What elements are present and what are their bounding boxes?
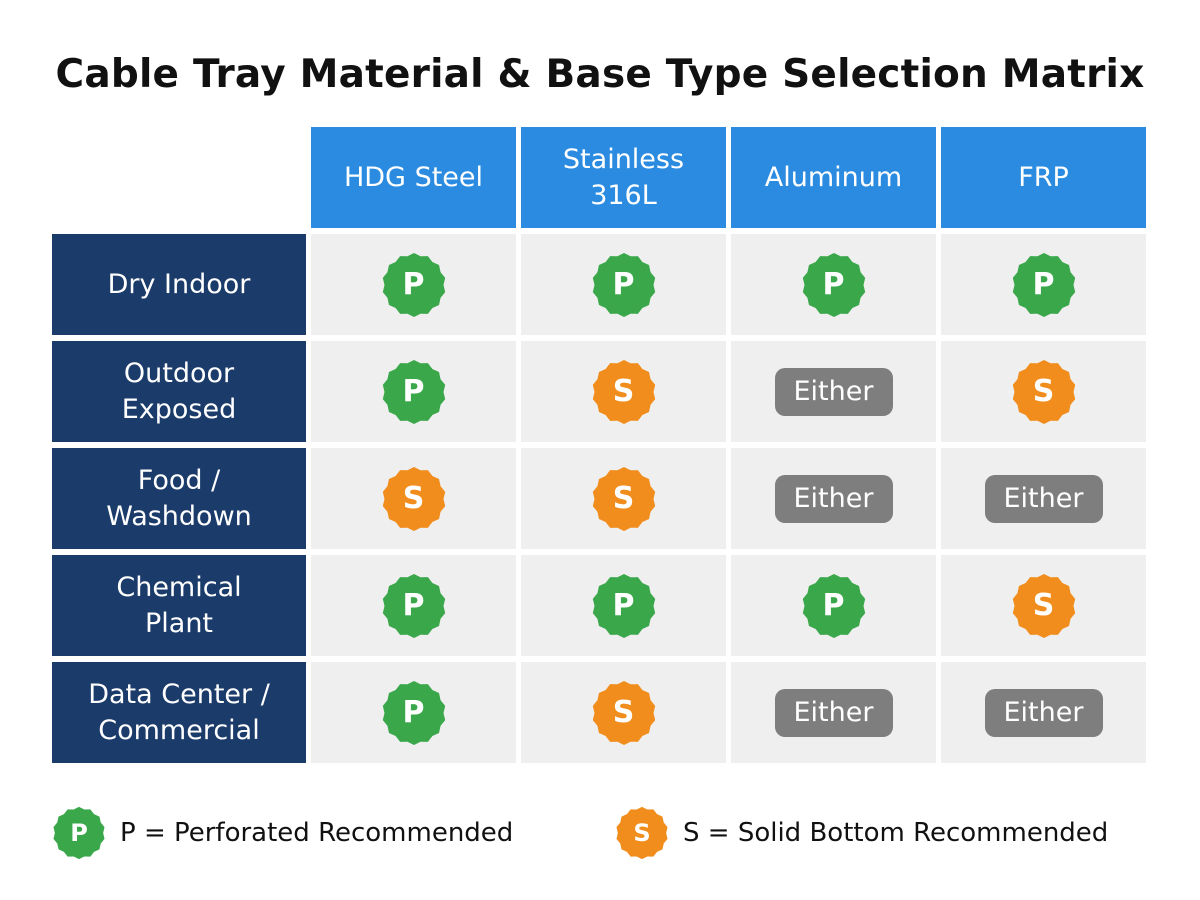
either-badge: Either xyxy=(984,688,1103,737)
matrix-cell: Either xyxy=(941,662,1146,763)
legend-perforated: P P = Perforated Recommended xyxy=(52,806,513,860)
matrix-cell: S xyxy=(941,555,1146,656)
either-badge: Either xyxy=(984,474,1103,523)
column-header-frp: FRP xyxy=(941,127,1146,228)
matrix-corner xyxy=(52,127,306,228)
solid-bottom-badge-icon: S xyxy=(591,359,657,425)
perforated-badge-icon: P xyxy=(381,573,447,639)
solid-bottom-badge-icon: S xyxy=(1011,573,1077,639)
matrix-cell: P xyxy=(311,555,516,656)
matrix-cell: P xyxy=(731,555,936,656)
matrix-cell: Either xyxy=(941,448,1146,549)
either-badge: Either xyxy=(774,367,893,416)
column-header-aluminum: Aluminum xyxy=(731,127,936,228)
matrix-cell: P xyxy=(941,234,1146,335)
matrix-cell: S xyxy=(521,341,726,442)
solid-bottom-badge-icon: S xyxy=(591,466,657,532)
either-badge: Either xyxy=(774,688,893,737)
row-header-dry-indoor: Dry Indoor xyxy=(52,234,306,335)
column-header-stainless-316l: Stainless 316L xyxy=(521,127,726,228)
legend-solid-bottom: S S = Solid Bottom Recommended xyxy=(615,806,1108,860)
solid-bottom-badge-icon: S xyxy=(591,680,657,746)
solid-bottom-badge-icon: S xyxy=(615,806,669,860)
matrix-cell: Either xyxy=(731,448,936,549)
selection-matrix: HDG Steel Stainless 316L Aluminum FRP Dr… xyxy=(52,127,1146,763)
matrix-cell: P xyxy=(731,234,936,335)
row-header-chemical-plant: Chemical Plant xyxy=(52,555,306,656)
matrix-cell: P xyxy=(311,234,516,335)
legend-perforated-label: P = Perforated Recommended xyxy=(120,818,514,848)
solid-bottom-badge-icon: S xyxy=(381,466,447,532)
matrix-cell: P xyxy=(311,341,516,442)
perforated-badge-icon: P xyxy=(591,573,657,639)
column-header-hdg-steel: HDG Steel xyxy=(311,127,516,228)
perforated-badge-icon: P xyxy=(1011,252,1077,318)
matrix-cell: S xyxy=(521,448,726,549)
matrix-cell: S xyxy=(311,448,516,549)
perforated-badge-icon: P xyxy=(381,680,447,746)
matrix-cell: Either xyxy=(731,662,936,763)
page-title: Cable Tray Material & Base Type Selectio… xyxy=(55,52,1145,97)
perforated-badge-icon: P xyxy=(381,252,447,318)
matrix-cell: Either xyxy=(731,341,936,442)
perforated-badge-icon: P xyxy=(591,252,657,318)
perforated-badge-icon: P xyxy=(381,359,447,425)
row-header-outdoor-exposed: Outdoor Exposed xyxy=(52,341,306,442)
perforated-badge-icon: P xyxy=(52,806,106,860)
row-header-food-washdown: Food / Washdown xyxy=(52,448,306,549)
matrix-cell: S xyxy=(521,662,726,763)
matrix-cell: S xyxy=(941,341,1146,442)
solid-bottom-badge-icon: S xyxy=(1011,359,1077,425)
perforated-badge-icon: P xyxy=(801,573,867,639)
row-header-data-center-commercial: Data Center / Commercial xyxy=(52,662,306,763)
perforated-badge-icon: P xyxy=(801,252,867,318)
matrix-cell: P xyxy=(311,662,516,763)
legend-solid-bottom-label: S = Solid Bottom Recommended xyxy=(683,818,1109,848)
matrix-cell: P xyxy=(521,234,726,335)
either-badge: Either xyxy=(774,474,893,523)
matrix-cell: P xyxy=(521,555,726,656)
